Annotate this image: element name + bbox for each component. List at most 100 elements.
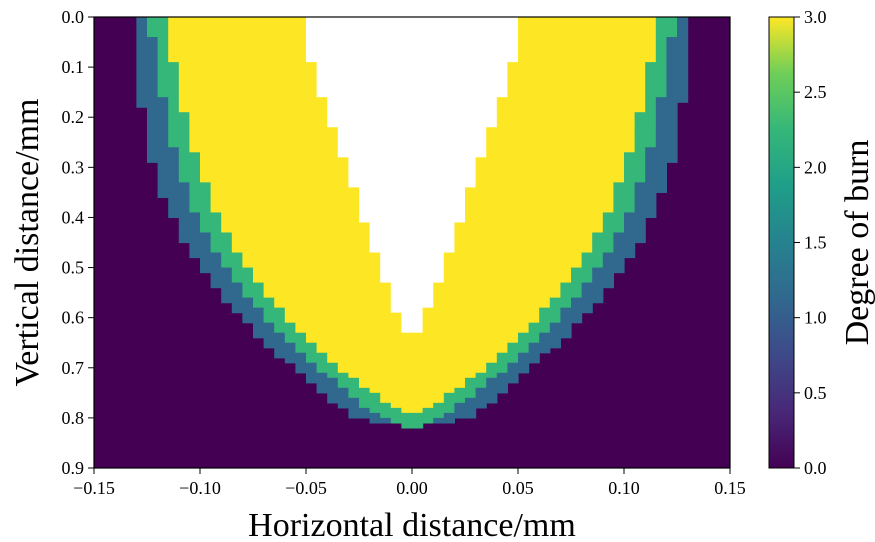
heatmap-cell <box>422 317 540 324</box>
heatmap-cell <box>253 302 275 309</box>
heatmap-cell <box>369 247 455 254</box>
heatmap-cell <box>168 127 190 133</box>
heatmap-cell <box>655 102 678 108</box>
heatmap-cell <box>634 122 657 128</box>
heatmap-cell <box>560 312 583 319</box>
heatmap-cell <box>263 342 296 349</box>
heatmap-cell <box>221 222 371 229</box>
heatmap-cell <box>242 257 381 264</box>
heatmap-cell <box>486 362 508 369</box>
heatmap-cell <box>231 277 254 284</box>
heatmap-cell <box>475 387 508 394</box>
heatmap-cell <box>136 62 159 68</box>
heatmap-cell <box>210 202 360 209</box>
heatmap-cell <box>613 237 646 244</box>
heatmap-cell <box>295 367 318 374</box>
heatmap-cell <box>178 167 201 173</box>
heatmap-cell <box>147 112 169 118</box>
heatmap-cell <box>613 247 636 254</box>
heatmap-cell <box>624 212 657 219</box>
heatmap-cell <box>348 412 381 419</box>
heatmap-cell <box>507 362 530 369</box>
y-tick-label: 0.5 <box>62 258 85 278</box>
heatmap-cell <box>210 182 349 188</box>
heatmap-cell <box>496 112 636 118</box>
heatmap-cell <box>422 322 530 329</box>
heatmap-cell <box>571 267 593 274</box>
heatmap-cell <box>613 207 636 214</box>
heatmap-cell <box>178 152 201 158</box>
heatmap-cell <box>306 332 519 339</box>
heatmap-cell <box>189 242 212 249</box>
heatmap-cell <box>295 322 402 329</box>
heatmap-cell <box>178 172 201 178</box>
heatmap-cell <box>253 327 275 334</box>
heatmap-cell <box>539 337 561 344</box>
x-tick-label: −0.15 <box>73 478 115 498</box>
heatmap-cell <box>602 217 625 224</box>
heatmap-cell <box>390 302 434 309</box>
heatmap-cell <box>306 22 519 28</box>
heatmap-cell <box>327 372 349 379</box>
heatmap-cell <box>645 162 667 168</box>
heatmap-cell <box>348 182 477 188</box>
heatmap-cell <box>475 182 614 188</box>
heatmap-cell <box>571 272 593 279</box>
heatmap-cell <box>401 327 424 334</box>
heatmap-cell <box>380 277 445 284</box>
heatmap-cell <box>189 207 212 214</box>
heatmap-cell <box>157 172 180 178</box>
heatmap-cell <box>560 292 583 299</box>
heatmap-cell <box>518 32 657 38</box>
heatmap-cell <box>454 242 593 249</box>
heatmap-cell <box>496 107 646 113</box>
heatmap-cell <box>359 397 381 404</box>
heatmap-cell <box>465 382 487 389</box>
heatmap-cell <box>147 32 169 38</box>
heatmap-cell <box>189 247 212 254</box>
heatmap-cell <box>369 232 455 239</box>
heatmap-cell <box>380 397 445 404</box>
heatmap-cell <box>465 207 614 214</box>
heatmap-cell <box>168 52 307 58</box>
heatmap-cell <box>592 232 614 239</box>
heatmap-cell <box>454 222 604 229</box>
heatmap-cell <box>518 27 657 33</box>
heatmap-cell <box>507 82 646 88</box>
heatmap-cell <box>666 72 689 78</box>
heatmap-cell <box>454 232 593 239</box>
heatmap-cell <box>231 267 254 274</box>
heatmap-cell <box>443 257 583 264</box>
heatmap-cell <box>189 182 212 188</box>
heatmap-cell <box>602 252 636 259</box>
heatmap-cell <box>634 112 657 118</box>
heatmap-cell <box>210 232 233 239</box>
heatmap-cell <box>507 62 646 68</box>
heatmap-cell <box>390 417 434 424</box>
heatmap-cell <box>581 257 604 264</box>
colorbar <box>768 16 795 469</box>
heatmap-cell <box>136 72 159 78</box>
heatmap-cell <box>178 157 201 163</box>
heatmap-cell <box>634 207 657 214</box>
heatmap-cell <box>168 142 190 148</box>
heatmap-cell <box>528 322 551 329</box>
heatmap-cell <box>327 107 498 113</box>
heatmap-cell <box>634 197 657 204</box>
heatmap-cell <box>274 302 392 309</box>
heatmap-cell <box>168 117 190 123</box>
y-tick-label: 0.7 <box>62 358 85 378</box>
heatmap-cell <box>147 122 169 128</box>
heatmap-cell <box>348 372 477 379</box>
heatmap-cell <box>645 92 667 98</box>
y-tick-label: 0.6 <box>62 308 85 328</box>
heatmap-cell <box>571 277 593 284</box>
heatmap-cell <box>486 152 625 158</box>
heatmap-cell <box>348 157 477 163</box>
heatmap-cell <box>433 302 551 309</box>
heatmap-cell <box>666 82 689 88</box>
heatmap-cell <box>200 167 349 173</box>
heatmap-cell <box>231 302 254 309</box>
x-tick-label: 0.15 <box>714 478 746 498</box>
y-tick-label: 0.9 <box>62 458 85 478</box>
